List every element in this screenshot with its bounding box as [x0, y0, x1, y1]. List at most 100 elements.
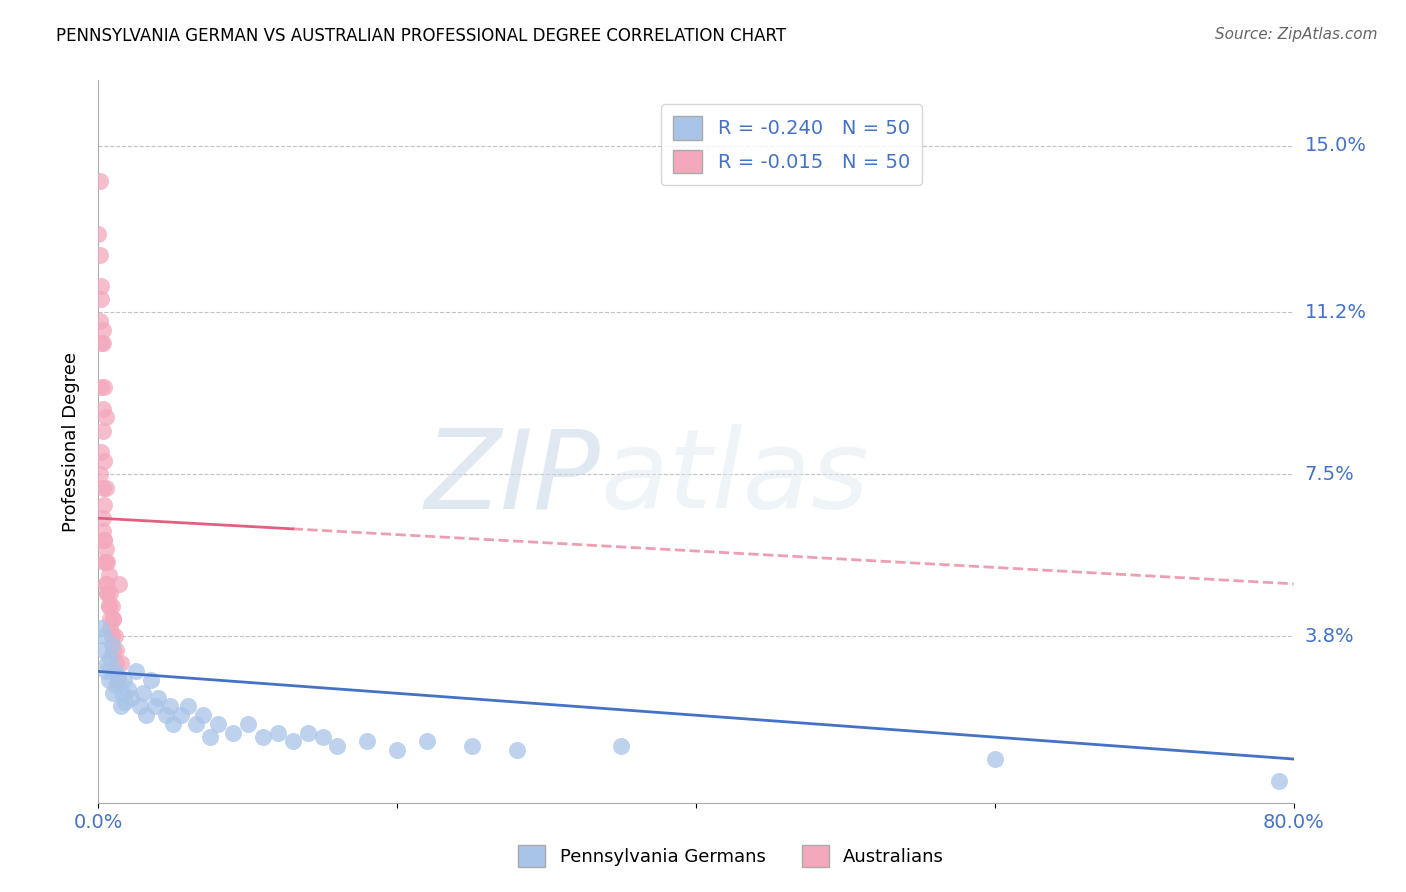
Point	[90, 445, 112, 459]
Point	[252, 730, 274, 744]
Point	[91, 481, 114, 495]
Point	[177, 699, 200, 714]
Point	[125, 665, 148, 679]
Point	[143, 699, 166, 714]
Point	[103, 686, 125, 700]
Text: PENNSYLVANIA GERMAN VS AUSTRALIAN PROFESSIONAL DEGREE CORRELATION CHART: PENNSYLVANIA GERMAN VS AUSTRALIAN PROFES…	[56, 27, 786, 45]
Point	[222, 725, 245, 739]
Text: 11.2%: 11.2%	[1305, 303, 1367, 322]
Point	[103, 612, 125, 626]
Point	[87, 227, 110, 241]
Point	[132, 686, 155, 700]
Point	[91, 424, 114, 438]
Legend: R = -0.240   N = 50, R = -0.015   N = 50: R = -0.240 N = 50, R = -0.015 N = 50	[661, 104, 922, 185]
Text: 15.0%: 15.0%	[1305, 136, 1367, 155]
Text: ZIP: ZIP	[425, 425, 600, 531]
Point	[98, 621, 122, 635]
Point	[169, 708, 191, 723]
Point	[89, 174, 111, 188]
Point	[1267, 773, 1289, 788]
Point	[91, 401, 114, 416]
Point	[97, 599, 120, 613]
Point	[98, 585, 122, 599]
Point	[94, 577, 117, 591]
Point	[93, 498, 115, 512]
Point	[91, 524, 114, 539]
Point	[200, 730, 222, 744]
Point	[112, 673, 135, 688]
Point	[148, 690, 170, 705]
Point	[191, 708, 214, 723]
Point	[89, 467, 111, 482]
Text: 3.8%: 3.8%	[1305, 627, 1354, 646]
Point	[139, 673, 162, 688]
Point	[105, 677, 128, 691]
Point	[159, 699, 181, 714]
Point	[267, 725, 290, 739]
Point	[96, 585, 118, 599]
Point	[91, 336, 114, 351]
Point	[101, 638, 124, 652]
Point	[416, 734, 439, 748]
Point	[107, 673, 129, 688]
Point	[98, 651, 122, 665]
Point	[97, 568, 120, 582]
Point	[89, 314, 111, 328]
Point	[105, 656, 128, 670]
Point	[105, 642, 128, 657]
Point	[120, 690, 142, 705]
Point	[93, 629, 115, 643]
Point	[506, 743, 529, 757]
Point	[107, 669, 129, 683]
Point	[101, 629, 124, 643]
Point	[93, 533, 115, 547]
Point	[104, 629, 127, 643]
Point	[101, 629, 124, 643]
Point	[110, 656, 132, 670]
Point	[461, 739, 484, 753]
Point	[96, 656, 118, 670]
Point	[93, 380, 115, 394]
Point	[311, 730, 333, 744]
Point	[281, 734, 304, 748]
Point	[93, 454, 115, 468]
Point	[385, 743, 409, 757]
Point	[94, 541, 117, 556]
Point	[90, 621, 112, 635]
Point	[93, 555, 115, 569]
Point	[96, 555, 118, 569]
Point	[90, 279, 112, 293]
Point	[90, 292, 112, 306]
Point	[94, 410, 117, 425]
Point	[90, 380, 112, 394]
Point	[155, 708, 177, 723]
Point	[94, 665, 117, 679]
Point	[91, 511, 114, 525]
Point	[104, 665, 127, 679]
Point	[114, 695, 136, 709]
Point	[97, 673, 120, 688]
Point	[94, 555, 117, 569]
Point	[162, 717, 184, 731]
Point	[90, 336, 112, 351]
Point	[94, 481, 117, 495]
Point	[98, 612, 122, 626]
Point	[108, 577, 131, 591]
Point	[117, 681, 139, 696]
Point	[94, 577, 117, 591]
Point	[184, 717, 207, 731]
Point	[91, 323, 114, 337]
Point	[610, 739, 633, 753]
Point	[129, 699, 152, 714]
Point	[103, 612, 125, 626]
Point	[111, 686, 134, 700]
Point	[89, 248, 111, 262]
Text: Source: ZipAtlas.com: Source: ZipAtlas.com	[1215, 27, 1378, 42]
Point	[93, 533, 115, 547]
Y-axis label: Professional Degree: Professional Degree	[62, 351, 80, 532]
Text: atlas: atlas	[600, 425, 869, 531]
Text: 7.5%: 7.5%	[1305, 465, 1354, 483]
Point	[110, 699, 132, 714]
Point	[326, 739, 349, 753]
Point	[103, 642, 125, 657]
